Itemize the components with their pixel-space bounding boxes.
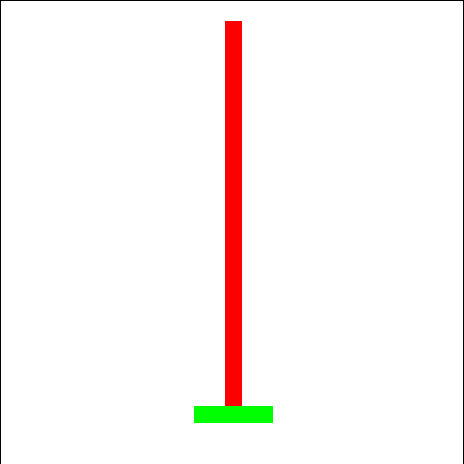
pole	[225, 21, 242, 408]
cart	[194, 406, 273, 423]
